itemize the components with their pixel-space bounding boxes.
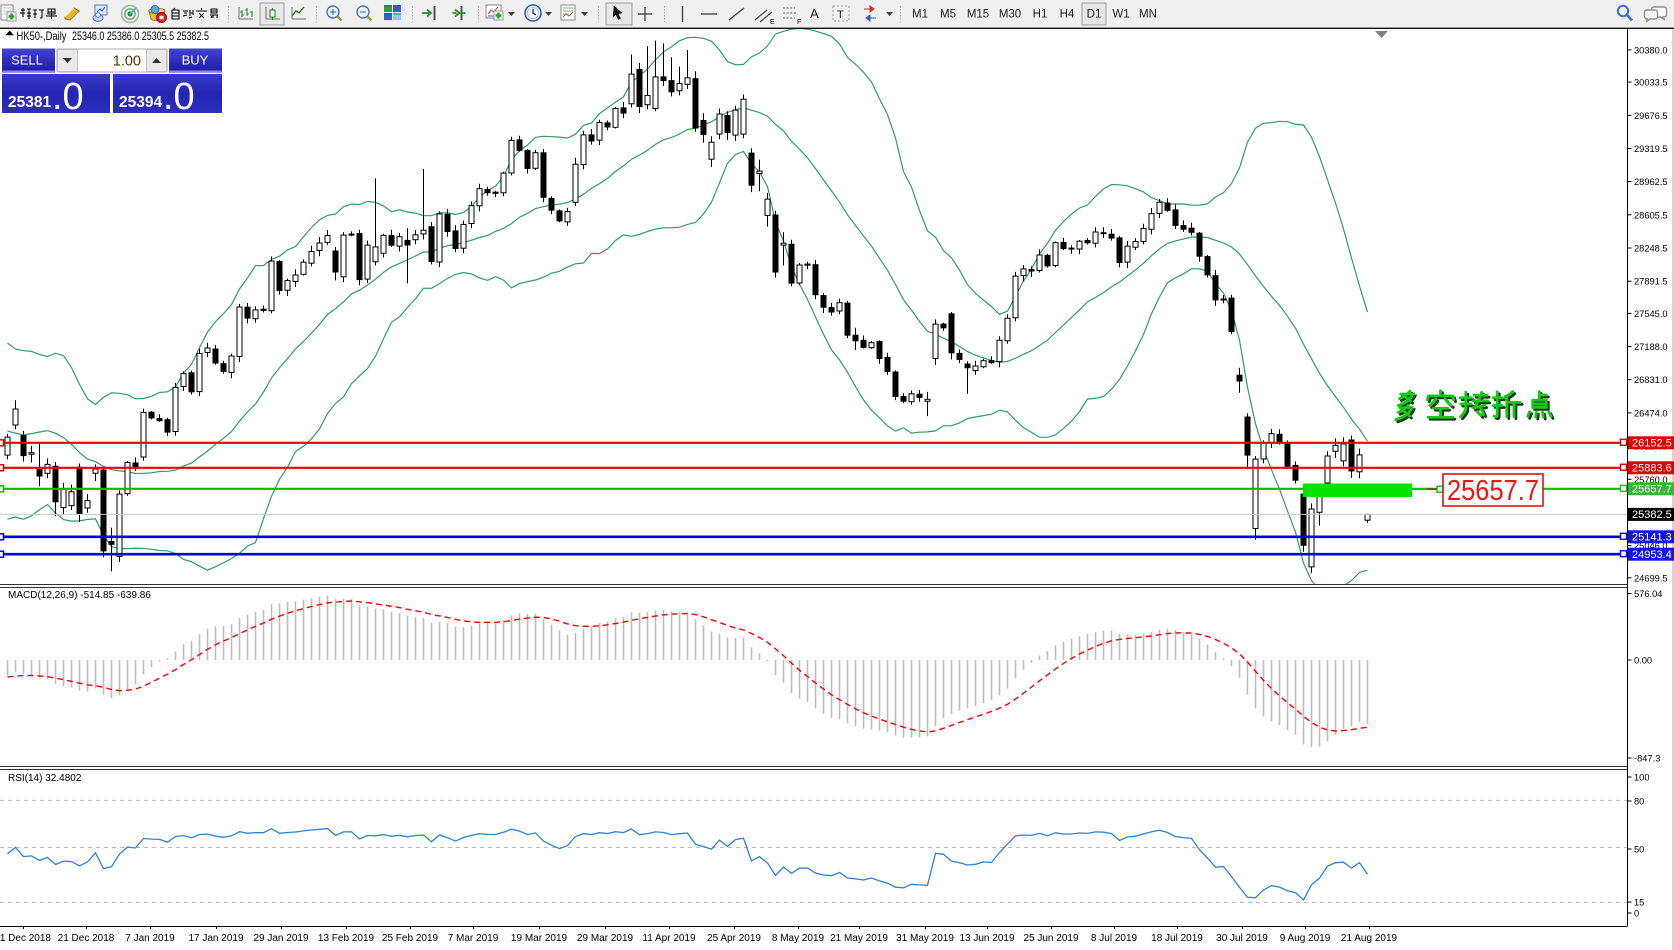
svg-text:26474.0: 26474.0	[1634, 408, 1668, 418]
svg-text:8 Jul 2019: 8 Jul 2019	[1091, 933, 1138, 944]
svg-text:8 May 2019: 8 May 2019	[772, 933, 825, 944]
svg-text:28605.5: 28605.5	[1634, 210, 1668, 220]
svg-text:M5: M5	[940, 9, 956, 21]
svg-text:28248.5: 28248.5	[1634, 244, 1668, 254]
svg-text:M1: M1	[912, 9, 928, 21]
svg-text:25382.5: 25382.5	[1632, 509, 1672, 521]
svg-text:.0: .0	[163, 76, 195, 118]
svg-text:MN: MN	[1139, 9, 1157, 21]
svg-text:RSI(14) 32.4802: RSI(14) 32.4802	[8, 773, 82, 784]
svg-text:50: 50	[1634, 845, 1644, 855]
svg-text:29319.5: 29319.5	[1634, 144, 1668, 154]
svg-text:7 Mar 2019: 7 Mar 2019	[448, 933, 499, 944]
svg-text:30033.5: 30033.5	[1634, 78, 1668, 88]
svg-text:M30: M30	[999, 9, 1021, 21]
svg-text:25141.3: 25141.3	[1632, 532, 1672, 544]
svg-text:9 Aug 2019: 9 Aug 2019	[1280, 933, 1331, 944]
svg-text:-847.3: -847.3	[1634, 754, 1660, 764]
svg-text:13 Jun 2019: 13 Jun 2019	[959, 933, 1014, 944]
svg-text:26831.0: 26831.0	[1634, 375, 1668, 385]
svg-text:SELL: SELL	[11, 53, 43, 68]
svg-text:24699.5: 24699.5	[1634, 573, 1668, 583]
svg-text:28962.5: 28962.5	[1634, 177, 1668, 187]
svg-text:MACD(12,26,9) -514.85 -639.86: MACD(12,26,9) -514.85 -639.86	[8, 590, 151, 601]
svg-text:25394: 25394	[119, 94, 162, 111]
svg-text:7 Jan 2019: 7 Jan 2019	[125, 933, 175, 944]
svg-text:27545.0: 27545.0	[1634, 309, 1668, 319]
svg-text:29676.5: 29676.5	[1634, 111, 1668, 121]
svg-text:80: 80	[1634, 797, 1644, 807]
svg-text:25346.0 25386.0 25305.5 25382.: 25346.0 25386.0 25305.5 25382.5	[72, 29, 209, 43]
svg-text:29 Jan 2019: 29 Jan 2019	[253, 933, 308, 944]
svg-text:D1: D1	[1087, 9, 1102, 21]
svg-text:25381: 25381	[8, 94, 51, 111]
svg-text:A: A	[810, 6, 819, 21]
svg-text:21 May 2019: 21 May 2019	[830, 933, 888, 944]
svg-text:21 Aug 2019: 21 Aug 2019	[1341, 933, 1398, 944]
svg-text:11 Dec 2018: 11 Dec 2018	[0, 933, 51, 944]
svg-text:25 Jun 2019: 25 Jun 2019	[1023, 933, 1078, 944]
svg-text:H1: H1	[1033, 9, 1048, 21]
svg-text:0.00: 0.00	[1634, 656, 1652, 666]
svg-text:17 Jan 2019: 17 Jan 2019	[188, 933, 243, 944]
svg-text:13 Feb 2019: 13 Feb 2019	[318, 933, 375, 944]
svg-text:25657.7: 25657.7	[1447, 475, 1539, 507]
svg-text:F: F	[797, 19, 801, 26]
svg-text:30 Jul 2019: 30 Jul 2019	[1216, 933, 1268, 944]
svg-text:HK50-,Daily: HK50-,Daily	[17, 29, 67, 43]
svg-text:21 Dec 2018: 21 Dec 2018	[58, 933, 115, 944]
svg-text:30380.0: 30380.0	[1634, 45, 1668, 55]
svg-text:E: E	[770, 19, 775, 26]
svg-text:H4: H4	[1060, 9, 1075, 21]
svg-text:25760.0: 25760.0	[1634, 475, 1668, 485]
svg-text:25883.6: 25883.6	[1632, 463, 1672, 475]
svg-text:BUY: BUY	[182, 53, 209, 68]
svg-text:27891.5: 27891.5	[1634, 277, 1668, 287]
svg-text:29 Mar 2019: 29 Mar 2019	[577, 933, 634, 944]
svg-text:25046.0: 25046.0	[1634, 541, 1668, 551]
svg-text:0: 0	[1634, 909, 1639, 919]
svg-text:1.00: 1.00	[113, 54, 141, 70]
svg-text:27188.0: 27188.0	[1634, 342, 1668, 352]
svg-text:M15: M15	[967, 9, 989, 21]
svg-text:25 Feb 2019: 25 Feb 2019	[382, 933, 439, 944]
svg-text:15: 15	[1634, 898, 1644, 908]
svg-text:W1: W1	[1112, 9, 1129, 21]
svg-text:T: T	[837, 9, 844, 21]
svg-text:26152.5: 26152.5	[1632, 438, 1672, 450]
svg-text:25 Apr 2019: 25 Apr 2019	[707, 933, 761, 944]
svg-text:25657.7: 25657.7	[1632, 484, 1672, 496]
svg-text:100: 100	[1634, 773, 1650, 783]
svg-text:24953.4: 24953.4	[1632, 549, 1672, 561]
svg-text:576.04: 576.04	[1634, 589, 1662, 599]
svg-text:18 Jul 2019: 18 Jul 2019	[1151, 933, 1203, 944]
svg-text:11 Apr 2019: 11 Apr 2019	[642, 933, 696, 944]
svg-text:.0: .0	[52, 76, 84, 118]
svg-text:19 Mar 2019: 19 Mar 2019	[511, 933, 568, 944]
svg-text:31 May 2019: 31 May 2019	[896, 933, 954, 944]
